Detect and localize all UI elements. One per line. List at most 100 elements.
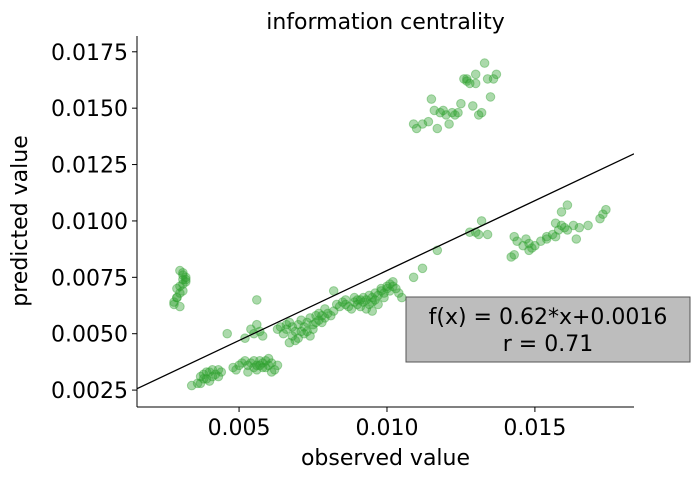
- data-point: [426, 94, 437, 104]
- data-point: [207, 371, 218, 382]
- data-point: [178, 274, 188, 285]
- data-point: [485, 92, 496, 102]
- data-point: [257, 331, 268, 341]
- data-point: [367, 292, 378, 303]
- data-point: [397, 292, 407, 303]
- data-point: [317, 310, 327, 321]
- data-point: [527, 243, 537, 253]
- data-point: [518, 240, 528, 251]
- annotation-background: [405, 296, 691, 363]
- data-point: [352, 295, 363, 305]
- y-tick-label: 0.0075: [51, 266, 128, 291]
- data-point: [302, 326, 312, 337]
- data-point: [198, 374, 209, 384]
- data-point: [204, 367, 215, 377]
- data-point: [574, 222, 585, 233]
- data-point: [302, 317, 312, 328]
- data-point: [562, 225, 573, 235]
- data-point: [281, 319, 292, 330]
- data-point: [178, 268, 188, 278]
- data-point: [470, 78, 481, 89]
- data-point: [488, 74, 499, 84]
- data-point: [355, 295, 366, 305]
- data-point: [394, 288, 404, 298]
- data-point: [571, 234, 582, 244]
- data-point: [423, 116, 434, 127]
- data-point: [278, 328, 289, 339]
- data-point: [287, 331, 298, 341]
- data-point: [320, 313, 330, 323]
- data-point: [482, 74, 493, 84]
- data-point: [541, 231, 552, 242]
- data-point: [509, 250, 520, 260]
- data-point: [314, 315, 324, 326]
- x-axis-label: observed value: [301, 446, 470, 471]
- data-point: [473, 110, 484, 120]
- data-point: [308, 319, 318, 330]
- data-point: [281, 324, 292, 335]
- data-point: [251, 365, 262, 375]
- data-point: [379, 288, 389, 298]
- data-point: [334, 301, 345, 312]
- y-axis-label: predicted value: [8, 135, 33, 306]
- data-point: [417, 263, 428, 274]
- data-point: [506, 252, 517, 262]
- data-point: [444, 119, 454, 129]
- data-point: [275, 322, 286, 332]
- data-point: [172, 292, 182, 303]
- data-point: [222, 328, 232, 339]
- data-point: [583, 220, 593, 231]
- data-point: [172, 283, 182, 294]
- data-point: [462, 74, 472, 84]
- data-point: [556, 220, 567, 231]
- data-point: [195, 371, 206, 382]
- y-tick-label: 0.0100: [51, 210, 128, 235]
- data-point: [169, 297, 179, 307]
- data-point: [249, 356, 259, 366]
- data-point: [382, 281, 392, 292]
- data-point: [408, 119, 419, 129]
- data-point: [385, 286, 395, 296]
- data-point: [175, 281, 185, 292]
- data-point: [175, 288, 185, 298]
- data-point: [343, 301, 354, 312]
- data-point: [524, 245, 534, 256]
- data-point: [509, 231, 520, 242]
- data-point: [568, 220, 579, 231]
- data-point: [367, 297, 378, 307]
- data-point: [305, 313, 315, 323]
- data-point: [432, 123, 443, 134]
- data-point: [246, 358, 256, 368]
- data-point: [385, 279, 395, 289]
- data-point: [379, 292, 389, 303]
- data-point: [234, 360, 244, 371]
- data-point: [553, 225, 564, 235]
- data-point: [175, 301, 185, 312]
- data-point: [388, 277, 398, 287]
- y-tick-label: 0.0050: [51, 323, 128, 348]
- data-point: [550, 231, 561, 242]
- y-axis-ticks: 0.0025 0.0050 0.0075 0.0100 0.0125 0.0150 0.01…: [51, 41, 137, 404]
- data-point: [287, 322, 298, 332]
- data-point: [284, 337, 295, 348]
- data-point: [272, 324, 283, 335]
- data-point: [370, 288, 380, 298]
- data-point: [382, 283, 392, 294]
- data-point: [237, 358, 247, 368]
- x-tick-label: 0.010: [355, 416, 418, 441]
- data-point: [530, 240, 540, 251]
- data-point: [192, 378, 203, 389]
- data-point: [358, 292, 369, 303]
- data-point: [311, 310, 321, 321]
- data-point: [186, 380, 197, 391]
- data-point: [541, 234, 552, 244]
- data-point: [601, 204, 611, 215]
- data-point: [263, 353, 274, 364]
- y-tick-label: 0.0125: [51, 154, 128, 179]
- data-point: [228, 362, 238, 373]
- data-point: [367, 306, 378, 316]
- fit-annotation-box: f(x) = 0.62*x+0.0016 r = 0.71: [405, 296, 691, 363]
- data-point: [411, 123, 422, 134]
- data-point: [254, 356, 265, 366]
- data-point: [204, 376, 215, 386]
